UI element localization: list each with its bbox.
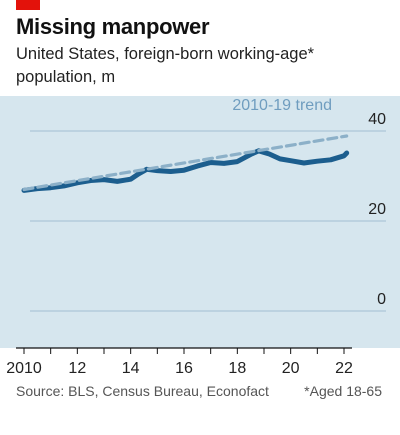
y-tick-label-20: 20 — [368, 201, 386, 218]
x-tick-label-2014: 14 — [122, 360, 140, 376]
footnote: *Aged 18-65 — [304, 383, 382, 399]
actual-line — [21, 148, 350, 193]
y-tick-label-0: 0 — [377, 291, 386, 308]
x-tick-label-2018: 18 — [228, 360, 246, 376]
gridlines — [30, 130, 386, 312]
series-lines — [21, 134, 350, 193]
brand-tag — [16, 0, 40, 10]
x-tick-label-2010: 2010 — [6, 360, 42, 376]
x-tick-label-2016: 16 — [175, 360, 193, 376]
trend-annotation: 2010-19 trend — [232, 97, 332, 114]
x-tick-label-2020: 20 — [282, 360, 300, 376]
plot-background — [0, 96, 400, 348]
source-note: Source: BLS, Census Bureau, Econofact — [16, 383, 269, 399]
chart-area: 02040608020101214161820222010-19 trend — [0, 96, 400, 376]
x-tick-label-2012: 12 — [68, 360, 86, 376]
trend-line — [22, 134, 349, 192]
y-tick-label-40: 40 — [368, 111, 386, 128]
chart-subtitle: United States, foreign-born working-age*… — [16, 45, 315, 86]
tick-labels: 02040608020101214161820222010-19 trend — [6, 97, 386, 376]
x-axis — [16, 347, 352, 354]
chart-title: Missing manpower — [16, 14, 210, 39]
x-tick-label-2022: 22 — [335, 360, 353, 376]
